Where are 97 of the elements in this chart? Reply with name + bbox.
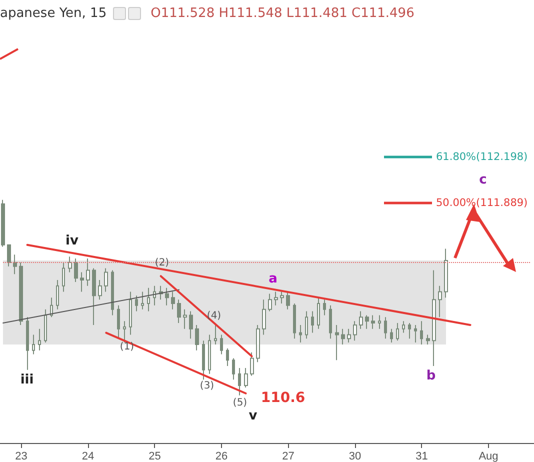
- candlestick: [396, 322, 399, 342]
- candlestick: [147, 287, 150, 312]
- candlestick: [359, 310, 363, 330]
- candlestick: [293, 302, 296, 340]
- candlestick: [19, 262, 23, 326]
- candlestick: [353, 320, 357, 342]
- candlestick: [50, 297, 53, 318]
- candlestick: [98, 280, 102, 300]
- candlestick: [208, 334, 211, 374]
- candlestick: [323, 299, 326, 316]
- candlestick: [274, 291, 278, 306]
- candlestick: [44, 308, 47, 344]
- candlestick: [68, 256, 72, 273]
- candlestick: [390, 328, 393, 344]
- candlestick: [135, 295, 138, 312]
- candlestick: [329, 304, 332, 340]
- annotation: iii: [20, 372, 34, 388]
- candlestick: [111, 270, 114, 316]
- candlestick: [13, 254, 17, 275]
- candlestick: [26, 316, 29, 370]
- candlestick: [80, 272, 84, 292]
- annotation: 50.00%(111.889): [436, 197, 528, 209]
- candlestick: [444, 248, 448, 298]
- x-tick-label: 31: [416, 450, 428, 462]
- candlestick: [38, 328, 41, 351]
- candlestick: [347, 328, 351, 344]
- candlestick: [341, 328, 345, 346]
- candlestick: [262, 299, 266, 336]
- candlestick: [226, 348, 229, 367]
- chart-subtitle: O111.528 H111.548 L111.481 C111.496: [150, 6, 414, 21]
- candlestick: [104, 268, 108, 292]
- x-tick-label: 23: [15, 450, 28, 462]
- candlestick: [438, 285, 442, 318]
- candlestick: [165, 287, 169, 306]
- text: 61.80%(112.198): [436, 151, 528, 163]
- candlestick: [62, 262, 65, 292]
- candlestick: [232, 358, 235, 380]
- candlestick: [286, 291, 290, 310]
- candlestick: [129, 291, 132, 336]
- candlestick: [123, 320, 126, 344]
- text: v: [248, 408, 258, 424]
- candlestick: [299, 324, 302, 344]
- annotation: (1): [120, 342, 134, 352]
- x-tick-label: Aug: [478, 450, 498, 462]
- candlestick: [74, 258, 78, 282]
- candlestick: [220, 334, 223, 355]
- x-tick-label: 24: [82, 450, 94, 462]
- candlestick: [56, 280, 59, 310]
- candlestick: [189, 310, 193, 340]
- annotation: 110.6: [260, 390, 306, 406]
- candlestick: [214, 324, 217, 346]
- candlestick: [177, 299, 181, 324]
- candlestick: [1, 199, 5, 248]
- candlestick: [250, 352, 254, 376]
- candlestick: [153, 285, 156, 306]
- candlestick: [202, 340, 205, 380]
- candlestick: [317, 297, 320, 330]
- x-tick-label: 30: [348, 450, 362, 462]
- candlestick: [365, 314, 369, 330]
- candlestick: [371, 314, 375, 330]
- candlestick: [141, 291, 144, 310]
- candlestick: [92, 268, 96, 326]
- annotation: (3): [200, 380, 214, 392]
- candlestick: [7, 244, 11, 267]
- annotation: (4): [206, 310, 222, 322]
- candlestick: [195, 324, 199, 351]
- annotation: iv: [66, 234, 79, 248]
- annotation: b: [426, 368, 436, 384]
- candlestick: [256, 324, 260, 363]
- text: c: [479, 172, 487, 188]
- candlestick: [426, 334, 430, 346]
- candlestick: [420, 320, 423, 346]
- x-tick-label: 25: [148, 450, 161, 462]
- candlestick: [244, 367, 248, 388]
- chart-title: apanese Yen, 15: [0, 6, 107, 21]
- candlestick: [268, 293, 272, 312]
- candlestick: [408, 322, 411, 340]
- candlestick: [378, 314, 381, 330]
- candlestick: [414, 324, 417, 344]
- x-tick-label: 26: [215, 450, 228, 462]
- candlestick: [238, 367, 241, 396]
- candlestick: [86, 258, 90, 286]
- text: (5): [232, 398, 248, 408]
- candlestick: [384, 316, 387, 340]
- candlestick: [32, 334, 35, 355]
- candlestick: [171, 291, 175, 310]
- candlestick: [335, 324, 339, 361]
- x-tick-label: 27: [282, 450, 294, 462]
- candlestick: [183, 308, 187, 330]
- candlestick: [432, 270, 436, 367]
- candlestick: [280, 291, 284, 304]
- candlestick: [311, 310, 314, 334]
- candlestick: [117, 304, 120, 340]
- candlestick: [402, 320, 405, 334]
- candlestick: [305, 310, 308, 340]
- annotation: a: [268, 272, 278, 286]
- annotation: (2): [154, 258, 170, 268]
